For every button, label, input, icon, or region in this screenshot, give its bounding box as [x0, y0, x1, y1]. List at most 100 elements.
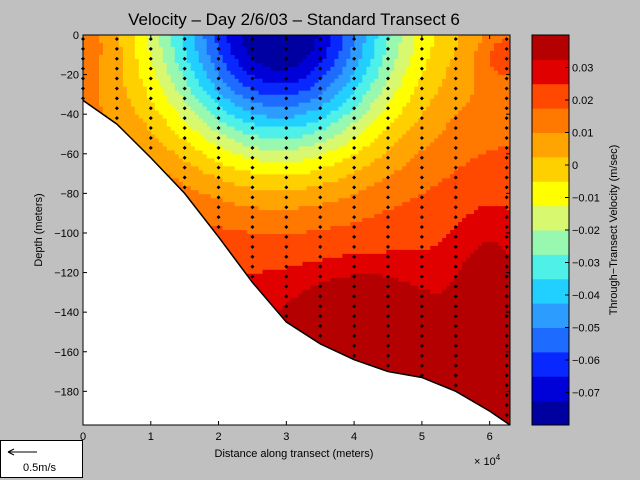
velocity-cell — [146, 78, 152, 84]
velocity-cell — [206, 74, 212, 80]
velocity-cell — [210, 198, 216, 203]
velocity-cell — [238, 261, 244, 267]
velocity-cell — [282, 253, 288, 259]
velocity-cell — [166, 46, 172, 52]
velocity-cell — [166, 138, 172, 144]
velocity-cell — [182, 70, 188, 76]
velocity-cell — [258, 198, 264, 203]
velocity-cell — [226, 194, 232, 199]
velocity-cell — [234, 118, 240, 124]
velocity-cell — [202, 174, 208, 179]
velocity-cell — [214, 102, 220, 108]
velocity-cell — [83, 46, 88, 52]
velocity-cell — [222, 206, 228, 211]
velocity-cell — [186, 142, 192, 148]
velocity-cell — [102, 58, 108, 64]
velocity-cell — [202, 86, 208, 92]
velocity-cell — [98, 35, 104, 40]
velocity-cell — [262, 138, 268, 144]
velocity-cell — [278, 38, 284, 44]
velocity-cell — [254, 206, 260, 211]
velocity-cell — [266, 162, 272, 167]
velocity-cell — [210, 146, 216, 152]
velocity-cell — [270, 293, 276, 299]
velocity-cell — [238, 226, 244, 231]
velocity-cell — [138, 118, 144, 124]
velocity-cell — [246, 42, 252, 48]
velocity-cell — [222, 230, 228, 235]
velocity-cell — [158, 90, 164, 96]
velocity-cell — [118, 82, 124, 88]
velocity-cell — [198, 82, 204, 88]
velocity-cell — [170, 102, 176, 108]
velocity-cell — [266, 170, 272, 175]
velocity-cell — [278, 245, 284, 251]
velocity-cell — [198, 134, 204, 140]
velocity-cell — [198, 106, 204, 112]
velocity-cell — [122, 94, 128, 100]
velocity-cell — [214, 98, 220, 104]
velocity-cell — [242, 158, 248, 163]
velocity-cell — [238, 86, 244, 92]
velocity-cell — [234, 158, 240, 163]
velocity-cell — [202, 35, 208, 40]
velocity-cell — [270, 174, 276, 179]
velocity-cell — [258, 70, 264, 76]
velocity-cell — [270, 214, 276, 219]
velocity-cell — [138, 46, 144, 52]
velocity-cell — [198, 42, 204, 48]
velocity-cell — [170, 130, 176, 136]
velocity-cell — [130, 54, 136, 60]
velocity-cell — [174, 170, 180, 175]
velocity-cell — [246, 186, 252, 191]
velocity-cell — [178, 106, 184, 112]
velocity-cell — [242, 66, 248, 72]
velocity-cell — [206, 210, 212, 215]
velocity-cell — [262, 62, 268, 68]
velocity-cell — [258, 78, 264, 84]
velocity-cell — [158, 158, 164, 163]
velocity-cell — [214, 206, 220, 211]
velocity-cell — [254, 226, 260, 231]
velocity-cell — [222, 50, 228, 56]
velocity-cell — [234, 249, 240, 255]
velocity-cell — [282, 126, 288, 132]
velocity-cell — [118, 102, 124, 108]
velocity-cell — [206, 35, 212, 40]
velocity-cell — [214, 134, 220, 140]
velocity-cell — [94, 102, 100, 108]
velocity-cell — [282, 265, 288, 271]
velocity-cell — [170, 70, 176, 76]
velocity-cell — [90, 46, 96, 52]
velocity-cell — [242, 130, 248, 136]
velocity-cell — [270, 54, 276, 60]
velocity-cell — [230, 245, 236, 251]
velocity-cell — [282, 54, 288, 60]
velocity-cell — [210, 38, 216, 44]
velocity-cell — [238, 218, 244, 223]
velocity-cell — [202, 154, 208, 159]
velocity-cell — [166, 86, 172, 92]
velocity-cell — [266, 265, 272, 271]
velocity-cell — [230, 222, 236, 227]
velocity-cell — [154, 74, 160, 80]
velocity-cell — [258, 210, 264, 215]
velocity-cell — [282, 146, 288, 152]
velocity-cell — [246, 102, 252, 108]
velocity-cell — [162, 86, 168, 92]
velocity-cell — [282, 35, 288, 40]
velocity-cell — [278, 285, 284, 291]
velocity-cell — [238, 118, 244, 124]
velocity-cell — [234, 54, 240, 60]
velocity-cell — [206, 98, 212, 104]
velocity-cell — [234, 46, 240, 52]
velocity-cell — [258, 230, 264, 235]
velocity-cell — [150, 114, 156, 120]
velocity-cell — [194, 186, 200, 191]
velocity-cell — [254, 198, 260, 203]
velocity-cell — [214, 126, 220, 132]
velocity-cell — [210, 218, 216, 223]
velocity-cell — [146, 122, 152, 128]
velocity-cell — [230, 142, 236, 148]
velocity-cell — [214, 198, 220, 203]
